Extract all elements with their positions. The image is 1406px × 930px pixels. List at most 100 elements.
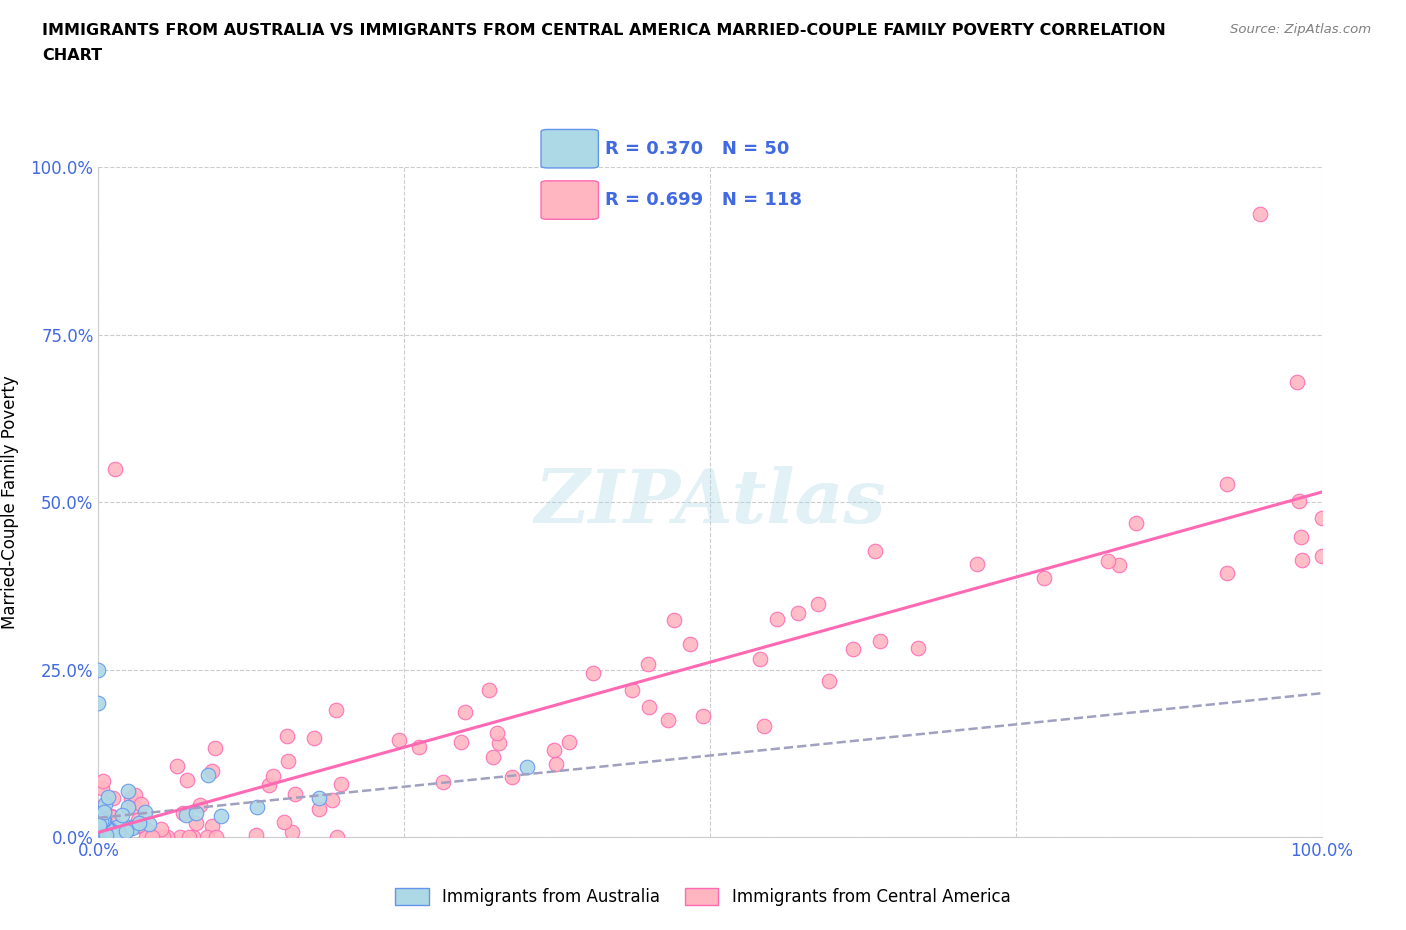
Point <box>122 798 145 813</box>
Point <box>1291 552 1313 567</box>
Point <box>752 719 775 734</box>
Point <box>101 830 124 844</box>
Point <box>87 696 110 711</box>
Point <box>89 819 111 834</box>
Point <box>91 819 114 834</box>
Point <box>1249 206 1271 221</box>
Point <box>1289 529 1312 544</box>
Point <box>806 596 828 611</box>
Point <box>257 777 280 792</box>
Point <box>97 790 120 804</box>
Point <box>662 612 685 627</box>
Point <box>87 827 110 842</box>
Point <box>104 461 127 476</box>
Point <box>128 817 150 832</box>
Point <box>87 810 110 825</box>
Point <box>197 768 219 783</box>
Point <box>87 828 110 843</box>
Point <box>302 730 325 745</box>
Point <box>129 797 152 812</box>
Point <box>87 816 110 830</box>
Point <box>110 808 132 823</box>
Point <box>692 709 714 724</box>
Point <box>485 726 508 741</box>
Point <box>90 814 112 829</box>
Point <box>141 830 163 844</box>
Point <box>195 830 218 844</box>
Point <box>87 825 110 840</box>
Point <box>87 830 110 844</box>
Point <box>450 735 472 750</box>
Point <box>87 662 110 677</box>
Point <box>907 641 929 656</box>
Point <box>93 830 115 844</box>
Point <box>966 556 988 571</box>
Point <box>87 825 110 840</box>
Point <box>488 736 510 751</box>
Point <box>152 830 174 844</box>
Point <box>100 809 122 824</box>
Point <box>87 824 110 839</box>
Point <box>637 657 659 671</box>
Point <box>749 652 772 667</box>
Point <box>89 816 111 830</box>
Point <box>107 825 129 840</box>
Y-axis label: Married-Couple Family Poverty: Married-Couple Family Poverty <box>1 376 20 629</box>
Point <box>1286 374 1309 389</box>
Point <box>114 824 136 839</box>
Point <box>87 821 110 836</box>
Point <box>209 809 232 824</box>
Point <box>87 830 110 844</box>
Text: R = 0.699   N = 118: R = 0.699 N = 118 <box>605 191 803 209</box>
Point <box>325 703 347 718</box>
Point <box>134 804 156 819</box>
Point <box>87 830 110 844</box>
Point <box>87 820 110 835</box>
Point <box>482 750 505 764</box>
Text: Source: ZipAtlas.com: Source: ZipAtlas.com <box>1230 23 1371 36</box>
Point <box>91 823 114 838</box>
Point <box>87 805 110 820</box>
Point <box>93 804 115 819</box>
Point <box>100 830 122 844</box>
Point <box>869 633 891 648</box>
Point <box>127 818 149 833</box>
Point <box>87 823 110 838</box>
Point <box>87 830 110 844</box>
Point <box>107 830 129 844</box>
Point <box>96 821 118 836</box>
Point <box>818 673 841 688</box>
Point <box>135 830 157 844</box>
Point <box>138 817 160 831</box>
Point <box>120 790 142 805</box>
Text: R = 0.370   N = 50: R = 0.370 N = 50 <box>605 140 790 158</box>
Point <box>127 812 149 827</box>
Point <box>96 821 118 836</box>
Point <box>1310 511 1333 525</box>
Point <box>87 820 110 835</box>
Point <box>124 788 146 803</box>
Point <box>98 830 121 844</box>
Point <box>1310 548 1333 563</box>
Point <box>120 819 142 834</box>
Point <box>863 544 886 559</box>
Point <box>637 699 659 714</box>
Point <box>108 830 131 844</box>
Point <box>90 830 112 844</box>
Point <box>388 732 411 747</box>
Point <box>329 777 352 791</box>
Point <box>245 827 267 842</box>
Point <box>172 805 194 820</box>
Point <box>280 824 302 839</box>
Point <box>117 783 139 798</box>
Text: IMMIGRANTS FROM AUSTRALIA VS IMMIGRANTS FROM CENTRAL AMERICA MARRIED-COUPLE FAMI: IMMIGRANTS FROM AUSTRALIA VS IMMIGRANTS … <box>42 23 1166 38</box>
Point <box>128 815 150 830</box>
Point <box>515 760 537 775</box>
Point <box>156 830 179 844</box>
Point <box>842 642 865 657</box>
Point <box>1215 476 1237 491</box>
Point <box>620 683 643 698</box>
Point <box>1108 558 1130 573</box>
Point <box>169 830 191 844</box>
Point <box>201 764 224 778</box>
